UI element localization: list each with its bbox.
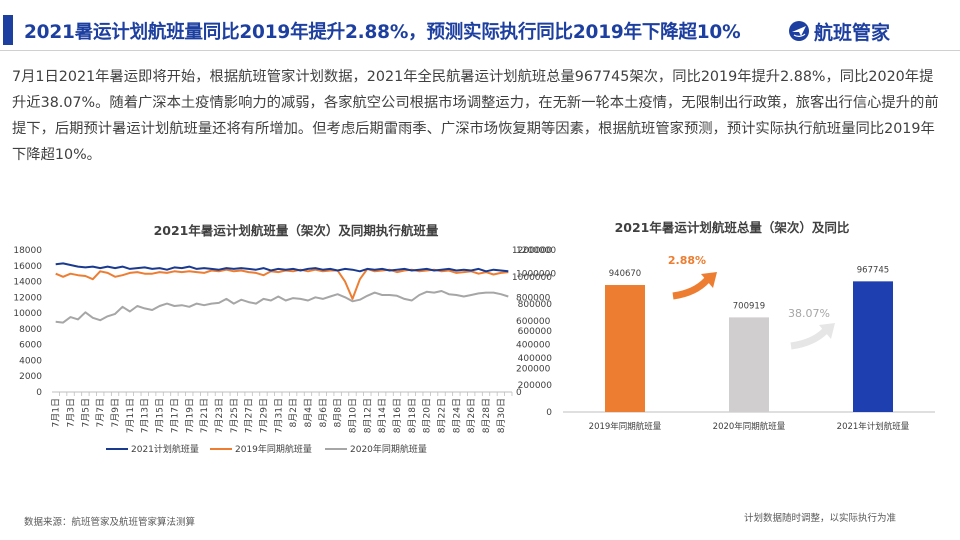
line-y-tick-label: 14000 — [13, 278, 42, 288]
line-x-tick-label: 7月13日 — [140, 398, 151, 433]
line-y-tick-label: 6000 — [19, 341, 42, 351]
line-y2-tick-label: 1200000 — [516, 246, 556, 256]
line-y-tick-label: 2000 — [19, 372, 42, 382]
legend-label-2: 2020年同期航班量 — [350, 443, 427, 455]
line-x-tick-label: 8月22日 — [437, 398, 448, 433]
bar-y-tick-label: 1200000 — [512, 246, 552, 256]
line-y2-tick-label: 600000 — [516, 317, 551, 327]
intro-paragraph: 7月1日2021年暑运即将开始，根据航班管家计划数据，2021年全民航暑运计划航… — [12, 69, 939, 163]
line-x-tick-label: 8月8日 — [333, 398, 344, 427]
line-y2-tick-label: 0 — [516, 388, 522, 398]
bar-y-tick-label: 1000000 — [512, 273, 552, 283]
page-title: 2021暑运计划航班量同比2019年提升2.88%，预测实际执行同比2019年下… — [24, 22, 741, 43]
line-y-tick-label: 10000 — [13, 309, 42, 319]
plane-logo-icon — [789, 21, 809, 41]
line-x-tick-label: 7月3日 — [66, 398, 77, 427]
legend-label-0: 2021计划航班量 — [131, 443, 199, 455]
line-y2-tick-label: 400000 — [516, 341, 551, 351]
line-y-tick-label: 8000 — [19, 325, 42, 335]
line-y-tick-label: 18000 — [13, 246, 42, 256]
data-source-note: 数据来源：航班管家及航班管家算法测算 — [24, 517, 196, 528]
bar-0 — [605, 285, 645, 412]
line-x-tick-label: 8月6日 — [318, 398, 329, 427]
annotation-arrowhead-1 — [819, 323, 835, 339]
series-line-0 — [55, 262, 509, 273]
bar-chart-title: 2021年暑运计划航班总量（架次）及同比 — [615, 220, 850, 235]
title-accent-bar — [3, 15, 13, 45]
brand-logo: 航班管家 — [788, 17, 890, 45]
annotation-arrowhead-0 — [701, 272, 717, 288]
bar-y-tick-label: 0 — [546, 408, 552, 418]
line-x-tick-label: 7月7日 — [95, 398, 106, 427]
line-y-tick-label: 12000 — [13, 293, 42, 303]
line-x-tick-label: 8月28日 — [481, 398, 492, 433]
line-x-tick-label: 7月11日 — [125, 398, 136, 433]
line-x-tick-label: 8月4日 — [303, 398, 314, 427]
line-x-tick-label: 8月2日 — [288, 398, 299, 427]
line-y-tick-label: 16000 — [13, 262, 42, 272]
line-x-tick-label: 8月30日 — [496, 398, 507, 433]
bar-category-label-1: 2020年同期航班量 — [713, 421, 786, 432]
line-x-tick-label: 8月18日 — [407, 398, 418, 433]
bar-category-label-2: 2021年计划航班量 — [837, 421, 910, 432]
line-x-tick-label: 7月17日 — [169, 398, 180, 433]
line-y2-tick-label: 200000 — [516, 364, 551, 374]
line-x-tick-label: 7月5日 — [80, 398, 91, 427]
series-line-2 — [55, 290, 509, 324]
line-x-tick-label: 7月27日 — [244, 398, 255, 433]
bar-y-tick-label: 200000 — [518, 381, 553, 391]
annotation-arrow-0 — [672, 277, 710, 300]
legend-label-1: 2019年同期航班量 — [235, 443, 312, 455]
line-x-tick-label: 7月1日 — [51, 398, 62, 427]
title-divider — [0, 50, 960, 51]
annotation-label-0: 2.88% — [668, 254, 706, 267]
line-x-tick-label: 7月25日 — [229, 398, 240, 433]
line-y-tick-label: 0 — [36, 388, 42, 398]
line-x-tick-label: 7月21日 — [199, 398, 210, 433]
line-x-tick-label: 8月14日 — [377, 398, 388, 433]
disclaimer-note: 计划数据随时调整，以实际执行为准 — [744, 513, 897, 524]
bar-1 — [729, 317, 769, 412]
line-chart-title: 2021年暑运计划航班量（架次）及同期执行航班量 — [154, 223, 439, 238]
series-line-1 — [55, 267, 509, 300]
bar-category-label-0: 2019年同期航班量 — [589, 421, 662, 432]
line-y2-tick-label: 800000 — [516, 293, 551, 303]
line-x-tick-label: 7月29日 — [258, 398, 269, 433]
line-x-tick-label: 7月19日 — [184, 398, 195, 433]
annotation-label-1: 38.07% — [788, 307, 830, 320]
line-x-tick-label: 8月20日 — [422, 398, 433, 433]
line-y-tick-label: 4000 — [19, 356, 42, 366]
bar-value-label-0: 940670 — [609, 269, 641, 279]
line-x-tick-label: 8月16日 — [392, 398, 403, 433]
line-x-tick-label: 7月15日 — [155, 398, 166, 433]
logo-text: 航班管家 — [814, 21, 891, 44]
line-y2-tick-label: 1000000 — [516, 270, 556, 280]
line-x-tick-label: 8月12日 — [362, 398, 373, 433]
line-x-tick-label: 8月24日 — [451, 398, 462, 433]
bar-value-label-1: 700919 — [733, 301, 765, 311]
line-x-tick-label: 7月9日 — [110, 398, 121, 427]
line-x-tick-label: 7月31日 — [273, 398, 284, 433]
title-bar: 2021暑运计划航班量同比2019年提升2.88%，预测实际执行同比2019年下… — [0, 13, 960, 49]
line-x-tick-label: 7月23日 — [214, 398, 225, 433]
line-x-tick-label: 8月10日 — [347, 398, 358, 433]
line-x-tick-label: 8月26日 — [466, 398, 477, 433]
bar-y-tick-label: 400000 — [518, 354, 553, 364]
bar-y-tick-label: 600000 — [518, 327, 553, 337]
bar-2 — [853, 281, 893, 412]
annotation-arrow-1 — [790, 328, 828, 350]
bar-y-tick-label: 800000 — [518, 300, 553, 310]
bar-value-label-2: 967745 — [857, 265, 889, 275]
